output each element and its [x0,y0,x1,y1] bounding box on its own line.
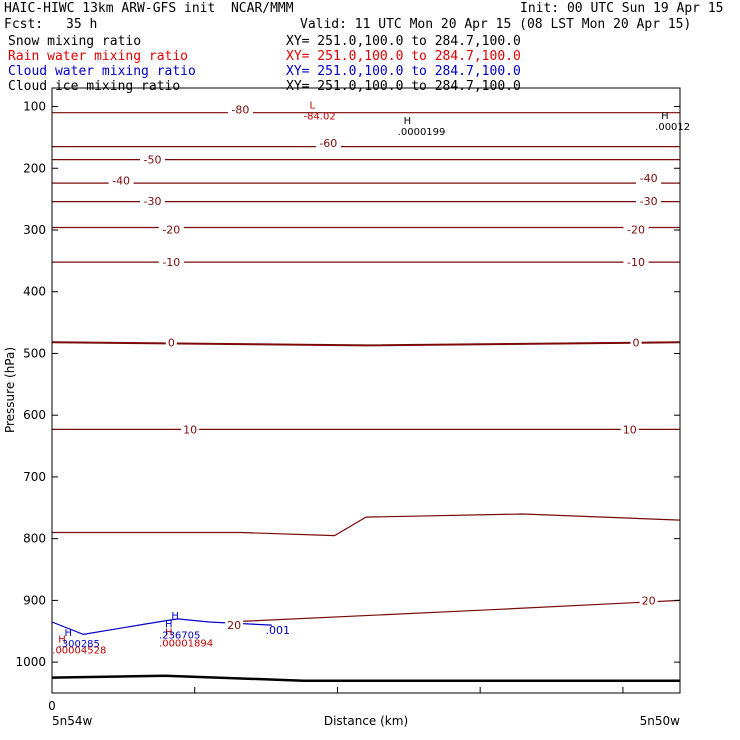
forecast-hour: 35 h [66,17,98,32]
contour-label: -50 [143,154,161,167]
contour-label-bg [158,222,184,236]
extrema-markers: L-84.02 H.0000199H.00012H.00004528H.30028… [52,100,690,656]
contour-label: -20 [162,223,180,236]
contour-label: 10 [183,423,197,436]
contour-label: -60 [319,137,337,150]
extremum-symbol: H [661,111,669,122]
extremum-value: .00004528 [52,645,106,656]
contour-label: 0 [633,336,640,349]
contour-label-bg [315,135,341,149]
field-cloud-water-xy: XY= 251.0,100.0 to 284.7,100.0 [286,64,521,79]
valid-time: Valid: 11 UTC Mon 20 Apr 15 (08 LST Mon … [300,17,692,32]
extremum-symbol: H [65,628,73,639]
y-tick-label: 800 [23,532,46,546]
contour-label-bg [225,618,244,632]
extremum-symbol: H [404,116,412,127]
contour-label: 20 [227,619,241,632]
y-axis-title: Pressure (hPa) [3,347,17,433]
contour-label-bg [139,152,165,166]
contour-label: -10 [627,256,645,269]
cloud-water-label: .001 [266,624,291,637]
cloud-water-contour [51,618,272,636]
field-rain-xy: XY= 251.0,100.0 to 284.7,100.0 [286,49,521,64]
extremum-symbol: H [58,634,66,645]
contour-label: 10 [623,423,637,436]
contour-label: -30 [143,195,161,208]
contour-label: -40 [112,175,130,188]
contour-label: -80 [231,104,249,117]
field-cloud-ice-xy: XY= 251.0,100.0 to 284.7,100.0 [286,79,521,94]
y-tick-label: 100 [23,100,46,114]
terrain-line [51,674,680,682]
extremum-value: .00012 [655,122,690,133]
init-time: Init: 00 UTC Sun 19 Apr 15 [520,1,724,16]
contour-label-bg [181,422,200,436]
y-tick-label: 500 [23,346,46,360]
extremum-value: .236705 [159,631,200,642]
contour-label-bg [165,335,177,349]
field-cloud-water: Cloud water mixing ratio [8,64,196,79]
contour-label-bg [623,222,649,236]
contour-label-bg [620,422,639,436]
contour-labels: -80 -60 -50 -40 -40 -30 -30 -20 -20 -10 -10 0 0 10 10 2… [108,102,662,632]
contour-label-bg [623,255,649,269]
contour-label-bg [108,173,134,187]
x-axis [51,687,624,693]
x-end-label-right: 5n50w [640,714,681,728]
temperature-contour [240,599,681,622]
contour-label: -20 [627,223,645,236]
y-tick-label: 900 [23,593,46,607]
cloud-water-contours: .001 [51,618,291,637]
extremum-symbol: H [171,611,179,622]
field-snow-xy: XY= 251.0,100.0 to 284.7,100.0 [286,34,521,49]
run-title: HAIC-HIWC 13km ARW-GFS init NCAR/MMM [4,1,294,16]
y-tick-label: 700 [23,470,46,484]
contour-label-bg [636,193,662,207]
extremum-value: .00001894 [159,639,213,650]
extremum-symbol: H [165,620,173,631]
forecast-label: Fcst: [4,17,44,32]
terrain [51,674,680,682]
contour-label-bg [630,335,642,349]
extremum-value: .300285 [59,639,100,650]
temperature-contours [51,112,681,622]
contour-label: 20 [642,594,656,607]
extremum-symbol: H [165,628,173,639]
contour-label: -30 [640,195,658,208]
contour-label-bg [158,255,184,269]
field-cloud-ice: Cloud ice mixing ratio [8,79,181,94]
contour-label-bg [139,193,165,207]
field-rain: Rain water mixing ratio [8,49,189,64]
plot-frame [51,87,681,694]
temperature-contour [52,513,681,537]
y-tick-label: 400 [23,285,46,299]
contour-label-bg [639,593,658,607]
y-tick-label: 300 [23,223,46,237]
contour-label-bg [227,102,253,116]
extremum-value: -84.02 [303,111,335,122]
contour-label: -10 [162,256,180,269]
x-tick-zero: 0 [48,699,56,713]
extremum-symbol: L [309,100,315,111]
temperature-contour [51,341,681,347]
contour-label: 0 [168,336,175,349]
y-tick-label: 1000 [15,655,46,669]
field-snow: Snow mixing ratio [8,34,142,49]
x-end-label-left: 5n54w [52,714,93,728]
y-tick-label: 600 [23,408,46,422]
x-axis-title: Distance (km) [324,714,408,728]
y-tick-label: 200 [23,161,46,175]
contour-label: -40 [640,172,658,185]
extremum-value: .0000199 [398,127,446,138]
contour-label-bg [636,171,662,185]
